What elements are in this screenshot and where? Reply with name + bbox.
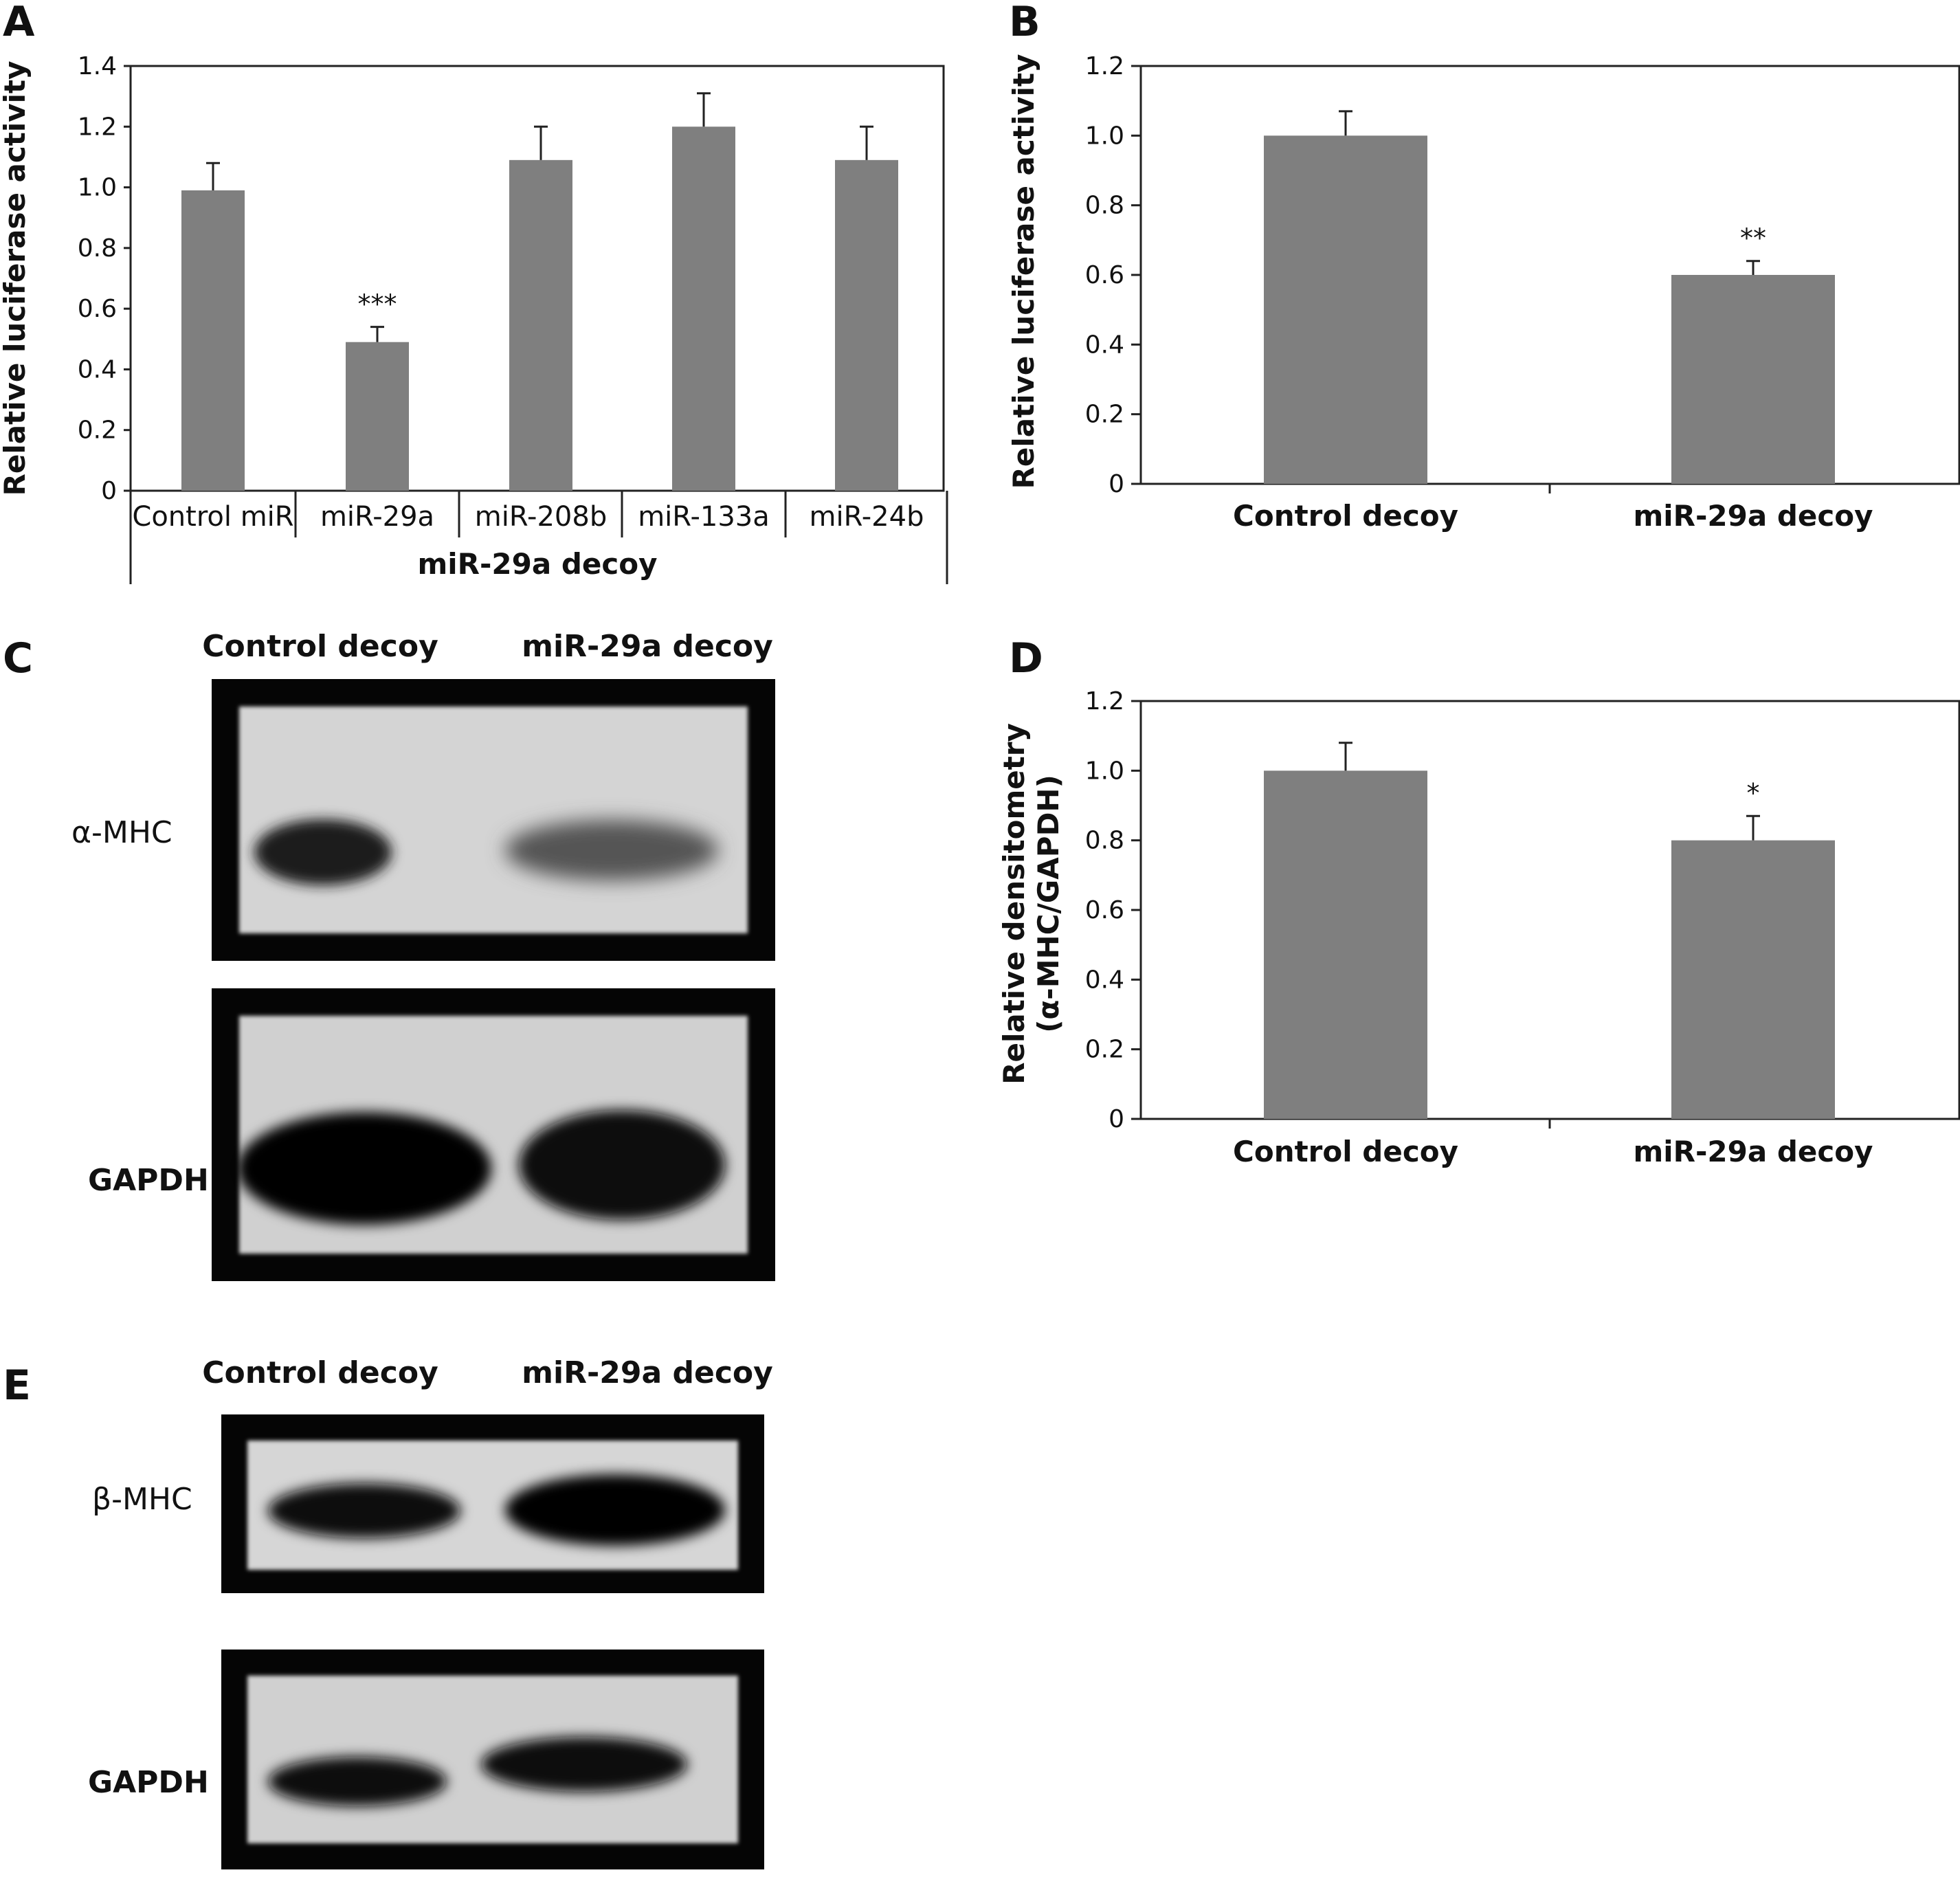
chart-b-y-tick-label: 1.0 — [1085, 122, 1124, 150]
chart-b-y-tick-label: 0 — [1109, 470, 1124, 498]
chart-b: 0 0.2 0.4 0.6 0.8 1.0 1.2 ** Control decoy miR-… — [1007, 52, 1960, 533]
western-blot-c: Control decoy miR-29a decoy α-MHC GAPDH — [71, 629, 775, 1281]
chart-a-ticks: 0 0.2 0.4 0.6 0.8 1.0 1.2 1.4 — [78, 52, 131, 505]
chart-a-category-label: miR-208b — [475, 501, 607, 533]
chart-d-y-tick-label: 0.2 — [1085, 1036, 1124, 1064]
chart-d-y-axis-label-2: (α-MHC/GAPDH) — [1032, 775, 1065, 1033]
blot-e-beta-mhc-band-control — [268, 1483, 460, 1538]
chart-b-y-tick-label: 0.4 — [1085, 331, 1124, 359]
chart-d-significance-marker: * — [1747, 778, 1760, 808]
chart-d: 0 0.2 0.4 0.6 0.8 1.0 1.2 * Control decoy miR-2… — [997, 687, 1960, 1168]
chart-d-y-tick-label: 1.2 — [1085, 687, 1124, 715]
chart-a-significance-marker: *** — [358, 289, 397, 320]
blot-c-alpha-mhc-band-control — [254, 819, 392, 885]
blot-e-gapdh-band-control — [268, 1757, 447, 1806]
chart-a-category-label: Control miR — [132, 501, 293, 533]
chart-a-y-tick-label: 0 — [101, 477, 117, 505]
chart-b-y-tick-label: 0.2 — [1085, 401, 1124, 429]
chart-d-y-tick-label: 0.6 — [1085, 896, 1124, 924]
chart-a-y-tick-label: 0.2 — [78, 417, 117, 445]
chart-d-y-tick-label: 0.4 — [1085, 966, 1124, 994]
chart-d-ticks: 0 0.2 0.4 0.6 0.8 1.0 1.2 — [1085, 687, 1141, 1133]
blot-e-row-label-gapdh: GAPDH — [88, 1765, 209, 1800]
chart-d-bar — [1264, 770, 1427, 1119]
chart-a: 0 0.2 0.4 0.6 0.8 1.0 1.2 1.4 *** Control miR mi… — [0, 52, 948, 584]
blot-e-row-label-beta-mhc: β-MHC — [92, 1482, 192, 1517]
chart-d-bars: * — [1264, 742, 1835, 1119]
chart-a-bar — [509, 159, 572, 491]
chart-d-bar — [1671, 840, 1835, 1119]
chart-d-plot-frame — [1139, 700, 1960, 1120]
chart-a-y-tick-label: 1.0 — [78, 174, 117, 202]
chart-a-category-label: miR-24b — [810, 501, 924, 533]
chart-b-category-labels: Control decoy miR-29a decoy — [1233, 499, 1873, 533]
chart-b-bars: ** — [1264, 110, 1835, 485]
chart-b-bar — [1264, 135, 1427, 485]
chart-b-y-tick-label: 0.8 — [1085, 192, 1124, 220]
chart-d-y-tick-label: 0.8 — [1085, 827, 1124, 855]
panel-letter-b: B — [1009, 0, 1040, 46]
chart-a-category-labels: Control miR miR-29a miR-208b miR-133a miR-24… — [132, 501, 924, 533]
panel-letter-a: A — [3, 0, 35, 46]
chart-a-y-tick-label: 1.4 — [78, 52, 117, 80]
chart-a-y-axis-label: Relative luciferase activity — [0, 61, 32, 496]
chart-a-bar — [346, 342, 409, 491]
chart-a-y-tick-label: 0.4 — [78, 355, 117, 384]
blot-c-row-label-gapdh: GAPDH — [88, 1163, 209, 1198]
chart-d-category-labels: Control decoy miR-29a decoy — [1233, 1135, 1873, 1168]
chart-d-y-tick-label: 0 — [1109, 1105, 1124, 1133]
chart-b-bar — [1671, 275, 1835, 484]
western-blot-e: Control decoy miR-29a decoy β-MHC GAPDH — [88, 1355, 773, 1869]
panel-letter-c: C — [3, 634, 33, 682]
blot-e-beta-mhc-band-mir29a — [505, 1474, 725, 1546]
blot-c-row-label-alpha-mhc: α-MHC — [71, 815, 172, 850]
chart-a-bar — [835, 159, 898, 491]
blot-e-lane-label-control: Control decoy — [202, 1355, 438, 1390]
chart-a-y-tick-label: 1.2 — [78, 113, 117, 141]
blot-c-gapdh-band-mir29a — [519, 1110, 725, 1220]
chart-a-y-tick-label: 0.6 — [78, 295, 117, 323]
chart-b-y-tick-label: 0.6 — [1085, 261, 1124, 289]
chart-b-y-axis-label: Relative luciferase activity — [1007, 54, 1040, 489]
chart-d-y-tick-label: 1.0 — [1085, 757, 1124, 785]
chart-d-y-axis-label: Relative densitometry — [997, 723, 1031, 1085]
blot-c-lane-label-control: Control decoy — [202, 629, 438, 664]
blot-e-gapdh-band-mir29a — [481, 1737, 687, 1792]
panel-letter-d: D — [1009, 634, 1043, 682]
chart-d-category-label: Control decoy — [1233, 1135, 1458, 1168]
chart-b-ticks: 0 0.2 0.4 0.6 0.8 1.0 1.2 — [1085, 52, 1141, 498]
chart-a-category-label: miR-133a — [638, 501, 770, 533]
chart-d-category-label: miR-29a decoy — [1633, 1135, 1873, 1168]
chart-a-category-label: miR-29a — [320, 501, 434, 533]
chart-b-plot-frame — [1139, 65, 1960, 485]
blot-c-lane-label-mir29a: miR-29a decoy — [522, 629, 773, 664]
chart-b-category-label: miR-29a decoy — [1633, 499, 1873, 533]
chart-a-x-group-label: miR-29a decoy — [417, 547, 657, 581]
chart-a-bar — [672, 126, 735, 491]
chart-a-bar — [181, 190, 245, 491]
chart-b-category-label: Control decoy — [1233, 499, 1458, 533]
panel-letter-e: E — [3, 1362, 31, 1410]
blot-e-lane-label-mir29a: miR-29a decoy — [522, 1355, 773, 1390]
blot-c-gapdh-band-control — [237, 1112, 491, 1225]
blot-c-alpha-mhc-band-mir29a — [505, 820, 718, 880]
chart-b-y-tick-label: 1.2 — [1085, 52, 1124, 80]
chart-b-significance-marker: ** — [1740, 223, 1766, 254]
chart-a-bars: *** — [181, 92, 898, 491]
chart-a-y-tick-label: 0.8 — [78, 234, 117, 263]
